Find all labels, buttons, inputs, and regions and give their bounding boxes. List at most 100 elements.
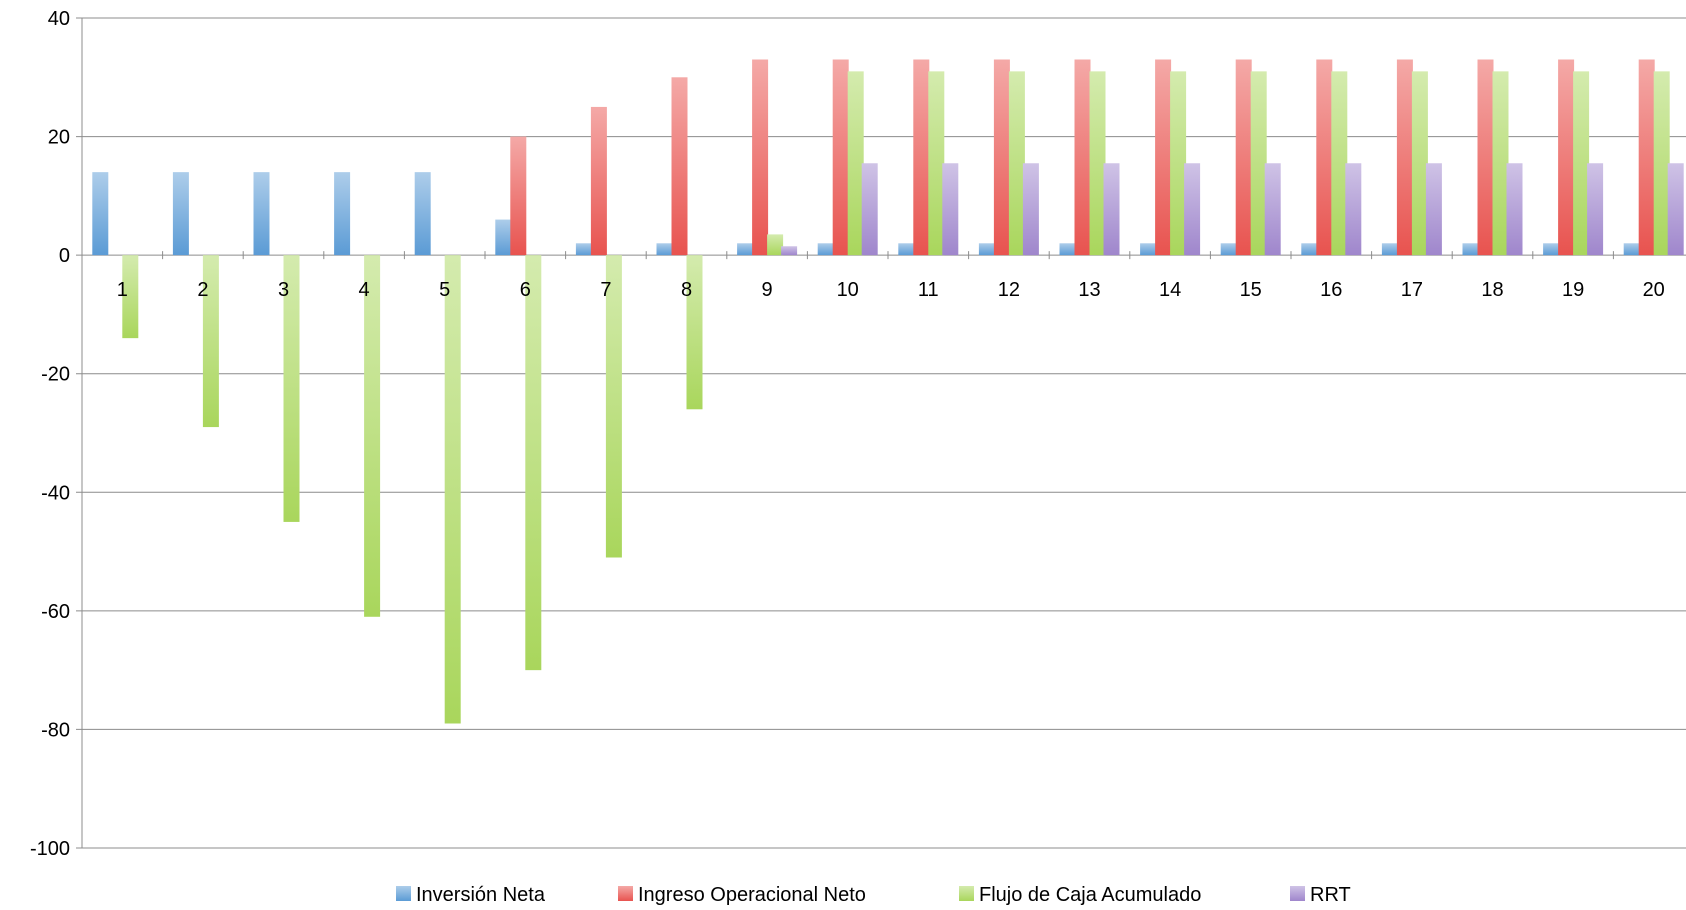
bar-3-10 bbox=[847, 71, 864, 256]
bar-3-14 bbox=[1170, 71, 1187, 256]
bar-1-1 bbox=[92, 172, 109, 256]
bar-4-11 bbox=[942, 163, 959, 256]
bar-4-16 bbox=[1345, 163, 1362, 256]
x-tick-label: 15 bbox=[1240, 279, 1262, 301]
bar-1-17 bbox=[1381, 243, 1398, 256]
x-tick-label: 9 bbox=[762, 279, 773, 301]
bar-4-10 bbox=[861, 163, 878, 256]
x-tick-label: 14 bbox=[1159, 279, 1181, 301]
x-tick-label: 3 bbox=[278, 279, 289, 301]
x-tick-label: 20 bbox=[1643, 279, 1665, 301]
bar-3-11 bbox=[928, 71, 945, 256]
bar-3-8 bbox=[686, 255, 703, 410]
gridlines bbox=[76, 17, 1686, 849]
legend-swatch bbox=[959, 886, 974, 901]
y-tick-label: -20 bbox=[41, 364, 70, 386]
x-tick-label: 5 bbox=[439, 279, 450, 301]
bar-4-14 bbox=[1184, 163, 1201, 256]
bars bbox=[92, 59, 1684, 724]
bar-1-16 bbox=[1301, 243, 1318, 256]
bar-2-11 bbox=[913, 59, 930, 256]
bar-1-11 bbox=[898, 243, 915, 256]
bar-1-20 bbox=[1623, 243, 1640, 256]
bar-4-17 bbox=[1425, 163, 1442, 256]
legend-swatch bbox=[618, 886, 633, 901]
x-tick-label: 2 bbox=[197, 279, 208, 301]
bar-1-10 bbox=[817, 243, 834, 256]
bar-1-5 bbox=[414, 172, 431, 256]
x-tick-label: 11 bbox=[918, 279, 939, 301]
x-tick-label: 7 bbox=[600, 279, 611, 301]
x-tick-label: 4 bbox=[359, 279, 370, 301]
bar-3-12 bbox=[1008, 71, 1025, 256]
y-tick-label: 20 bbox=[48, 127, 70, 149]
bar-2-10 bbox=[832, 59, 849, 256]
x-tick-label: 1 bbox=[117, 279, 128, 301]
bar-1-8 bbox=[656, 243, 673, 256]
legend-swatch bbox=[1290, 886, 1305, 901]
bar-3-15 bbox=[1250, 71, 1267, 256]
bar-4-9 bbox=[781, 246, 798, 256]
x-tick-label: 19 bbox=[1562, 279, 1584, 301]
bar-3-2 bbox=[202, 255, 219, 428]
bar-2-15 bbox=[1235, 59, 1252, 256]
x-tick-label: 17 bbox=[1401, 279, 1423, 301]
y-tick-label: 0 bbox=[59, 245, 70, 267]
x-tick-label: 12 bbox=[998, 279, 1020, 301]
bar-2-12 bbox=[993, 59, 1010, 256]
bar-3-1 bbox=[122, 255, 139, 339]
bar-2-13 bbox=[1074, 59, 1091, 256]
x-tick-labels: 1 2 3 4 5 6 7 8 9 10 11 12 13 14 15 16 17 18 19 20 bbox=[117, 279, 1665, 301]
legend-label: Inversión Neta bbox=[416, 884, 546, 906]
bar-4-15 bbox=[1264, 163, 1281, 256]
bar-3-7 bbox=[605, 255, 622, 558]
bar-1-12 bbox=[978, 243, 995, 256]
bar-1-18 bbox=[1462, 243, 1479, 256]
bar-2-9 bbox=[752, 59, 769, 256]
x-tick-label: 10 bbox=[837, 279, 859, 301]
bar-3-17 bbox=[1411, 71, 1428, 256]
x-tick-label: 13 bbox=[1078, 279, 1100, 301]
y-tick-label: 40 bbox=[48, 8, 70, 30]
bar-1-3 bbox=[253, 172, 270, 256]
x-tick-label: 18 bbox=[1481, 279, 1503, 301]
bar-3-13 bbox=[1089, 71, 1106, 256]
bar-3-20 bbox=[1653, 71, 1670, 256]
y-tick-labels: 40 20 0 -20 -40 -60 -80 -100 bbox=[30, 8, 70, 860]
bar-1-13 bbox=[1059, 243, 1076, 256]
bar-1-19 bbox=[1543, 243, 1560, 256]
bar-3-6 bbox=[525, 255, 542, 671]
bar-2-6 bbox=[510, 136, 527, 256]
bar-4-13 bbox=[1103, 163, 1120, 256]
bar-1-2 bbox=[172, 172, 189, 256]
legend-label: Flujo de Caja Acumulado bbox=[979, 884, 1201, 906]
legend-label: Ingreso Operacional Neto bbox=[638, 884, 866, 906]
bar-3-3 bbox=[283, 255, 300, 522]
bar-4-20 bbox=[1667, 163, 1684, 256]
bar-1-6 bbox=[495, 219, 512, 256]
bar-3-16 bbox=[1331, 71, 1348, 256]
bar-2-8 bbox=[671, 77, 688, 256]
bar-2-19 bbox=[1558, 59, 1575, 256]
x-tick-label: 8 bbox=[681, 279, 692, 301]
bar-2-20 bbox=[1638, 59, 1655, 256]
bar-3-18 bbox=[1492, 71, 1509, 256]
axes bbox=[81, 18, 1614, 848]
bar-1-14 bbox=[1140, 243, 1157, 256]
x-tick-label: 6 bbox=[520, 279, 531, 301]
bar-2-18 bbox=[1477, 59, 1494, 256]
y-tick-label: -40 bbox=[41, 482, 70, 504]
legend-label: RRT bbox=[1310, 884, 1351, 906]
bar-2-7 bbox=[590, 106, 607, 256]
bar-4-19 bbox=[1587, 163, 1604, 256]
bar-3-9 bbox=[767, 234, 784, 256]
bar-3-4 bbox=[364, 255, 381, 617]
y-tick-label: -60 bbox=[41, 601, 70, 623]
bar-2-14 bbox=[1155, 59, 1172, 256]
x-tick-label: 16 bbox=[1320, 279, 1342, 301]
bar-1-9 bbox=[737, 243, 754, 256]
y-tick-label: -100 bbox=[30, 838, 70, 860]
bar-3-5 bbox=[444, 255, 461, 724]
bar-3-19 bbox=[1573, 71, 1590, 256]
